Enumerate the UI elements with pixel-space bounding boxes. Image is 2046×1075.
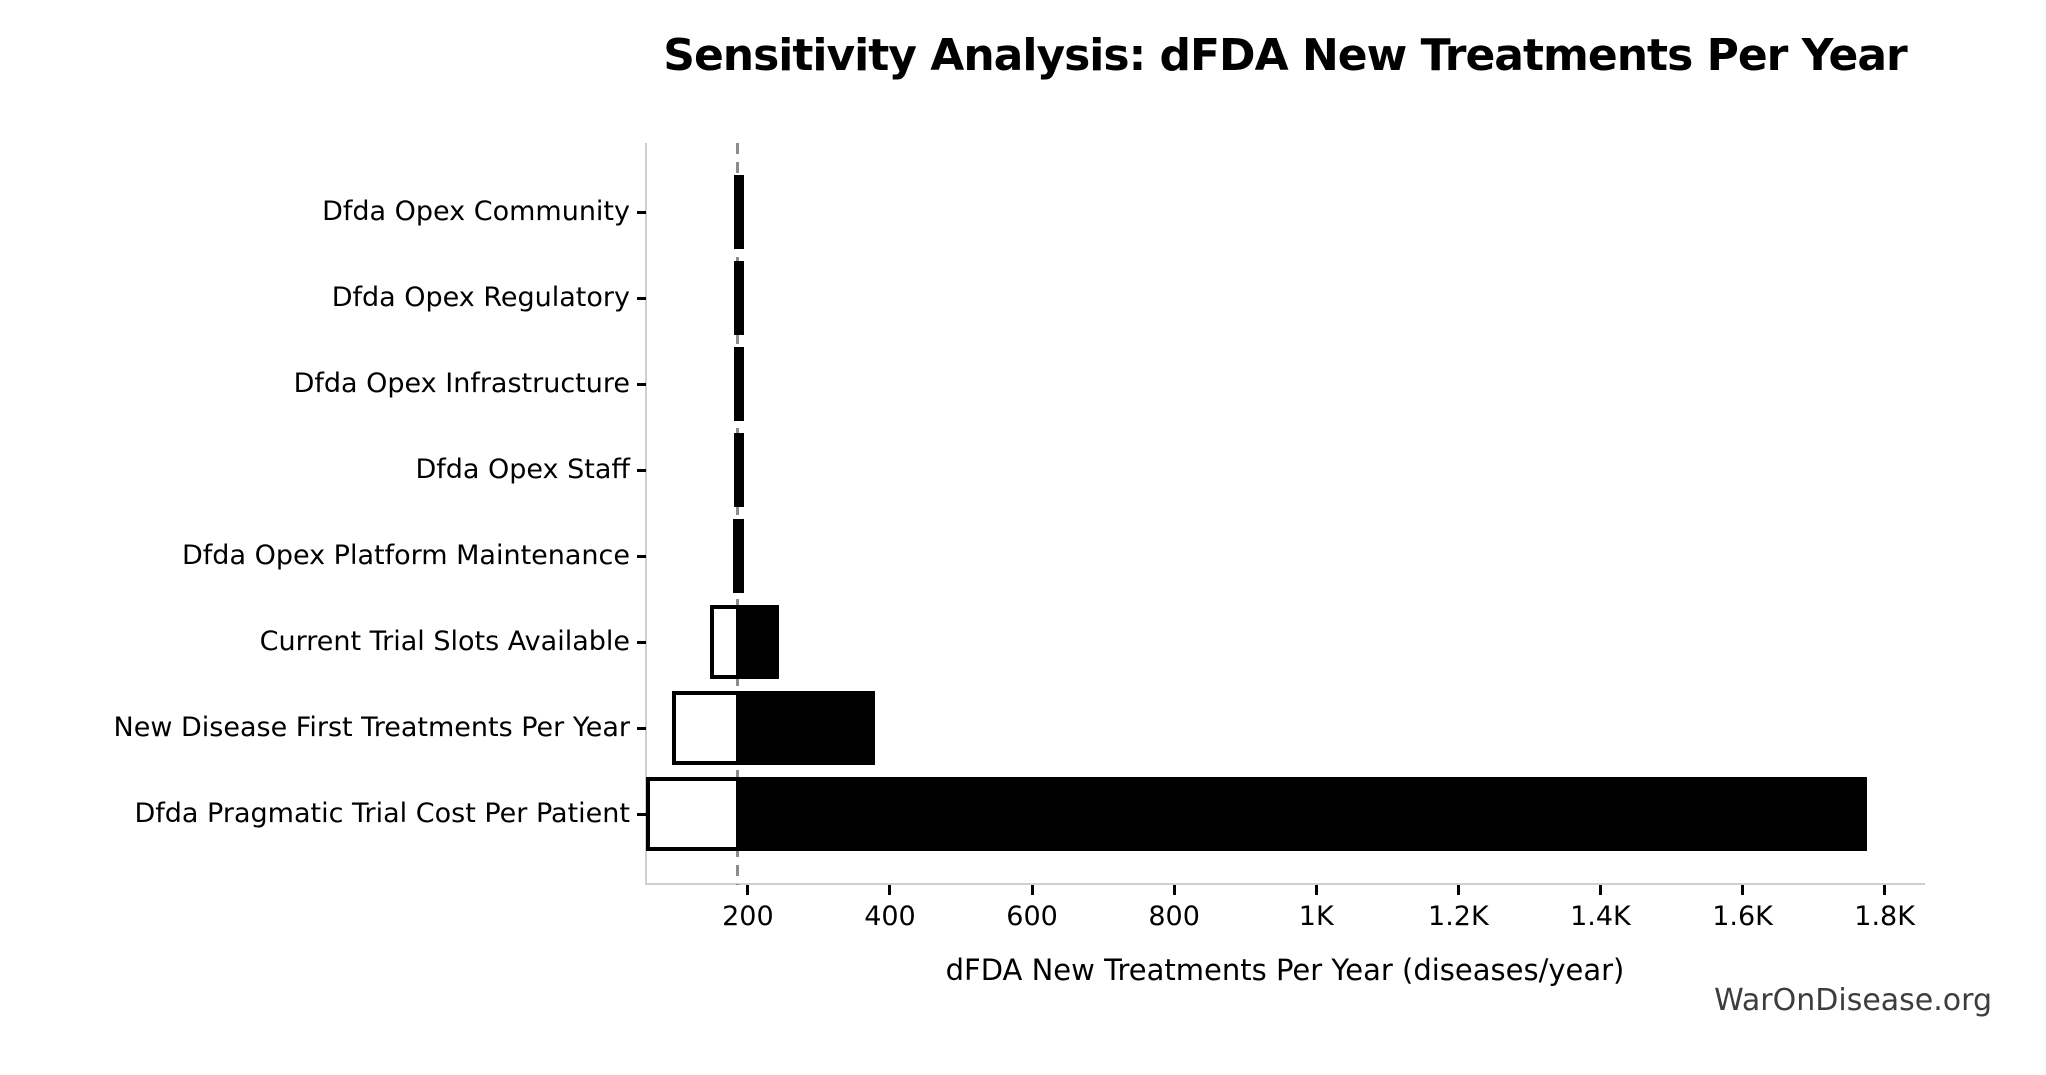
y-axis-tick	[637, 640, 646, 644]
y-tick-label: Current Trial Slots Available	[259, 626, 630, 657]
x-axis-tick	[1314, 885, 1318, 895]
y-axis-tick	[637, 210, 646, 214]
tornado-bar-low	[646, 777, 740, 851]
x-axis-tick	[1741, 885, 1745, 895]
y-tick-label: Dfda Opex Platform Maintenance	[182, 540, 630, 571]
baseline-dashed-line	[736, 143, 740, 885]
x-axis-tick	[1456, 885, 1460, 895]
y-axis-tick	[637, 468, 646, 472]
x-axis-tick	[1598, 885, 1602, 895]
x-tick-label: 1.8K	[1854, 901, 1915, 932]
tornado-bar-high	[735, 691, 875, 765]
chart-title: Sensitivity Analysis: dFDA New Treatment…	[663, 30, 1908, 81]
tornado-bar-high	[735, 605, 779, 679]
x-tick-label: 200	[722, 901, 774, 932]
y-tick-label: Dfda Opex Infrastructure	[293, 368, 630, 399]
y-axis-spine	[645, 143, 647, 885]
watermark-text: WarOnDisease.org	[1714, 983, 1992, 1018]
y-axis-tick	[637, 812, 646, 816]
x-axis-tick	[746, 885, 750, 895]
plot-area	[646, 143, 1923, 885]
x-tick-label: 400	[864, 901, 916, 932]
y-axis-tick	[637, 296, 646, 300]
x-tick-label: 600	[1006, 901, 1058, 932]
x-axis-tick	[1030, 885, 1034, 895]
y-axis-tick	[637, 554, 646, 558]
tornado-bar-high	[735, 777, 1867, 851]
x-tick-label: 800	[1148, 901, 1200, 932]
x-axis-tick	[1883, 885, 1887, 895]
x-axis-title: dFDA New Treatments Per Year (diseases/y…	[945, 953, 1625, 987]
x-axis-tick	[888, 885, 892, 895]
x-tick-label: 1.2K	[1428, 901, 1489, 932]
y-tick-label: Dfda Pragmatic Trial Cost Per Patient	[134, 798, 630, 829]
tornado-bar-high	[735, 519, 744, 593]
tornado-bar-high	[735, 261, 744, 335]
tornado-bar-high	[735, 433, 744, 507]
tornado-bar-high	[735, 175, 744, 249]
x-axis-tick	[1172, 885, 1176, 895]
y-tick-label: Dfda Opex Staff	[415, 454, 630, 485]
x-tick-label: 1K	[1298, 901, 1334, 932]
x-tick-label: 1.4K	[1570, 901, 1631, 932]
y-tick-label: Dfda Opex Regulatory	[331, 282, 630, 313]
x-tick-label: 1.6K	[1712, 901, 1773, 932]
tornado-bar-high	[735, 347, 744, 421]
y-axis-tick	[637, 382, 646, 386]
y-tick-label: Dfda Opex Community	[322, 196, 630, 227]
y-axis-tick	[637, 726, 646, 730]
x-axis-spine	[645, 883, 1925, 885]
tornado-bar-low	[671, 691, 740, 765]
y-tick-label: New Disease First Treatments Per Year	[113, 712, 630, 743]
